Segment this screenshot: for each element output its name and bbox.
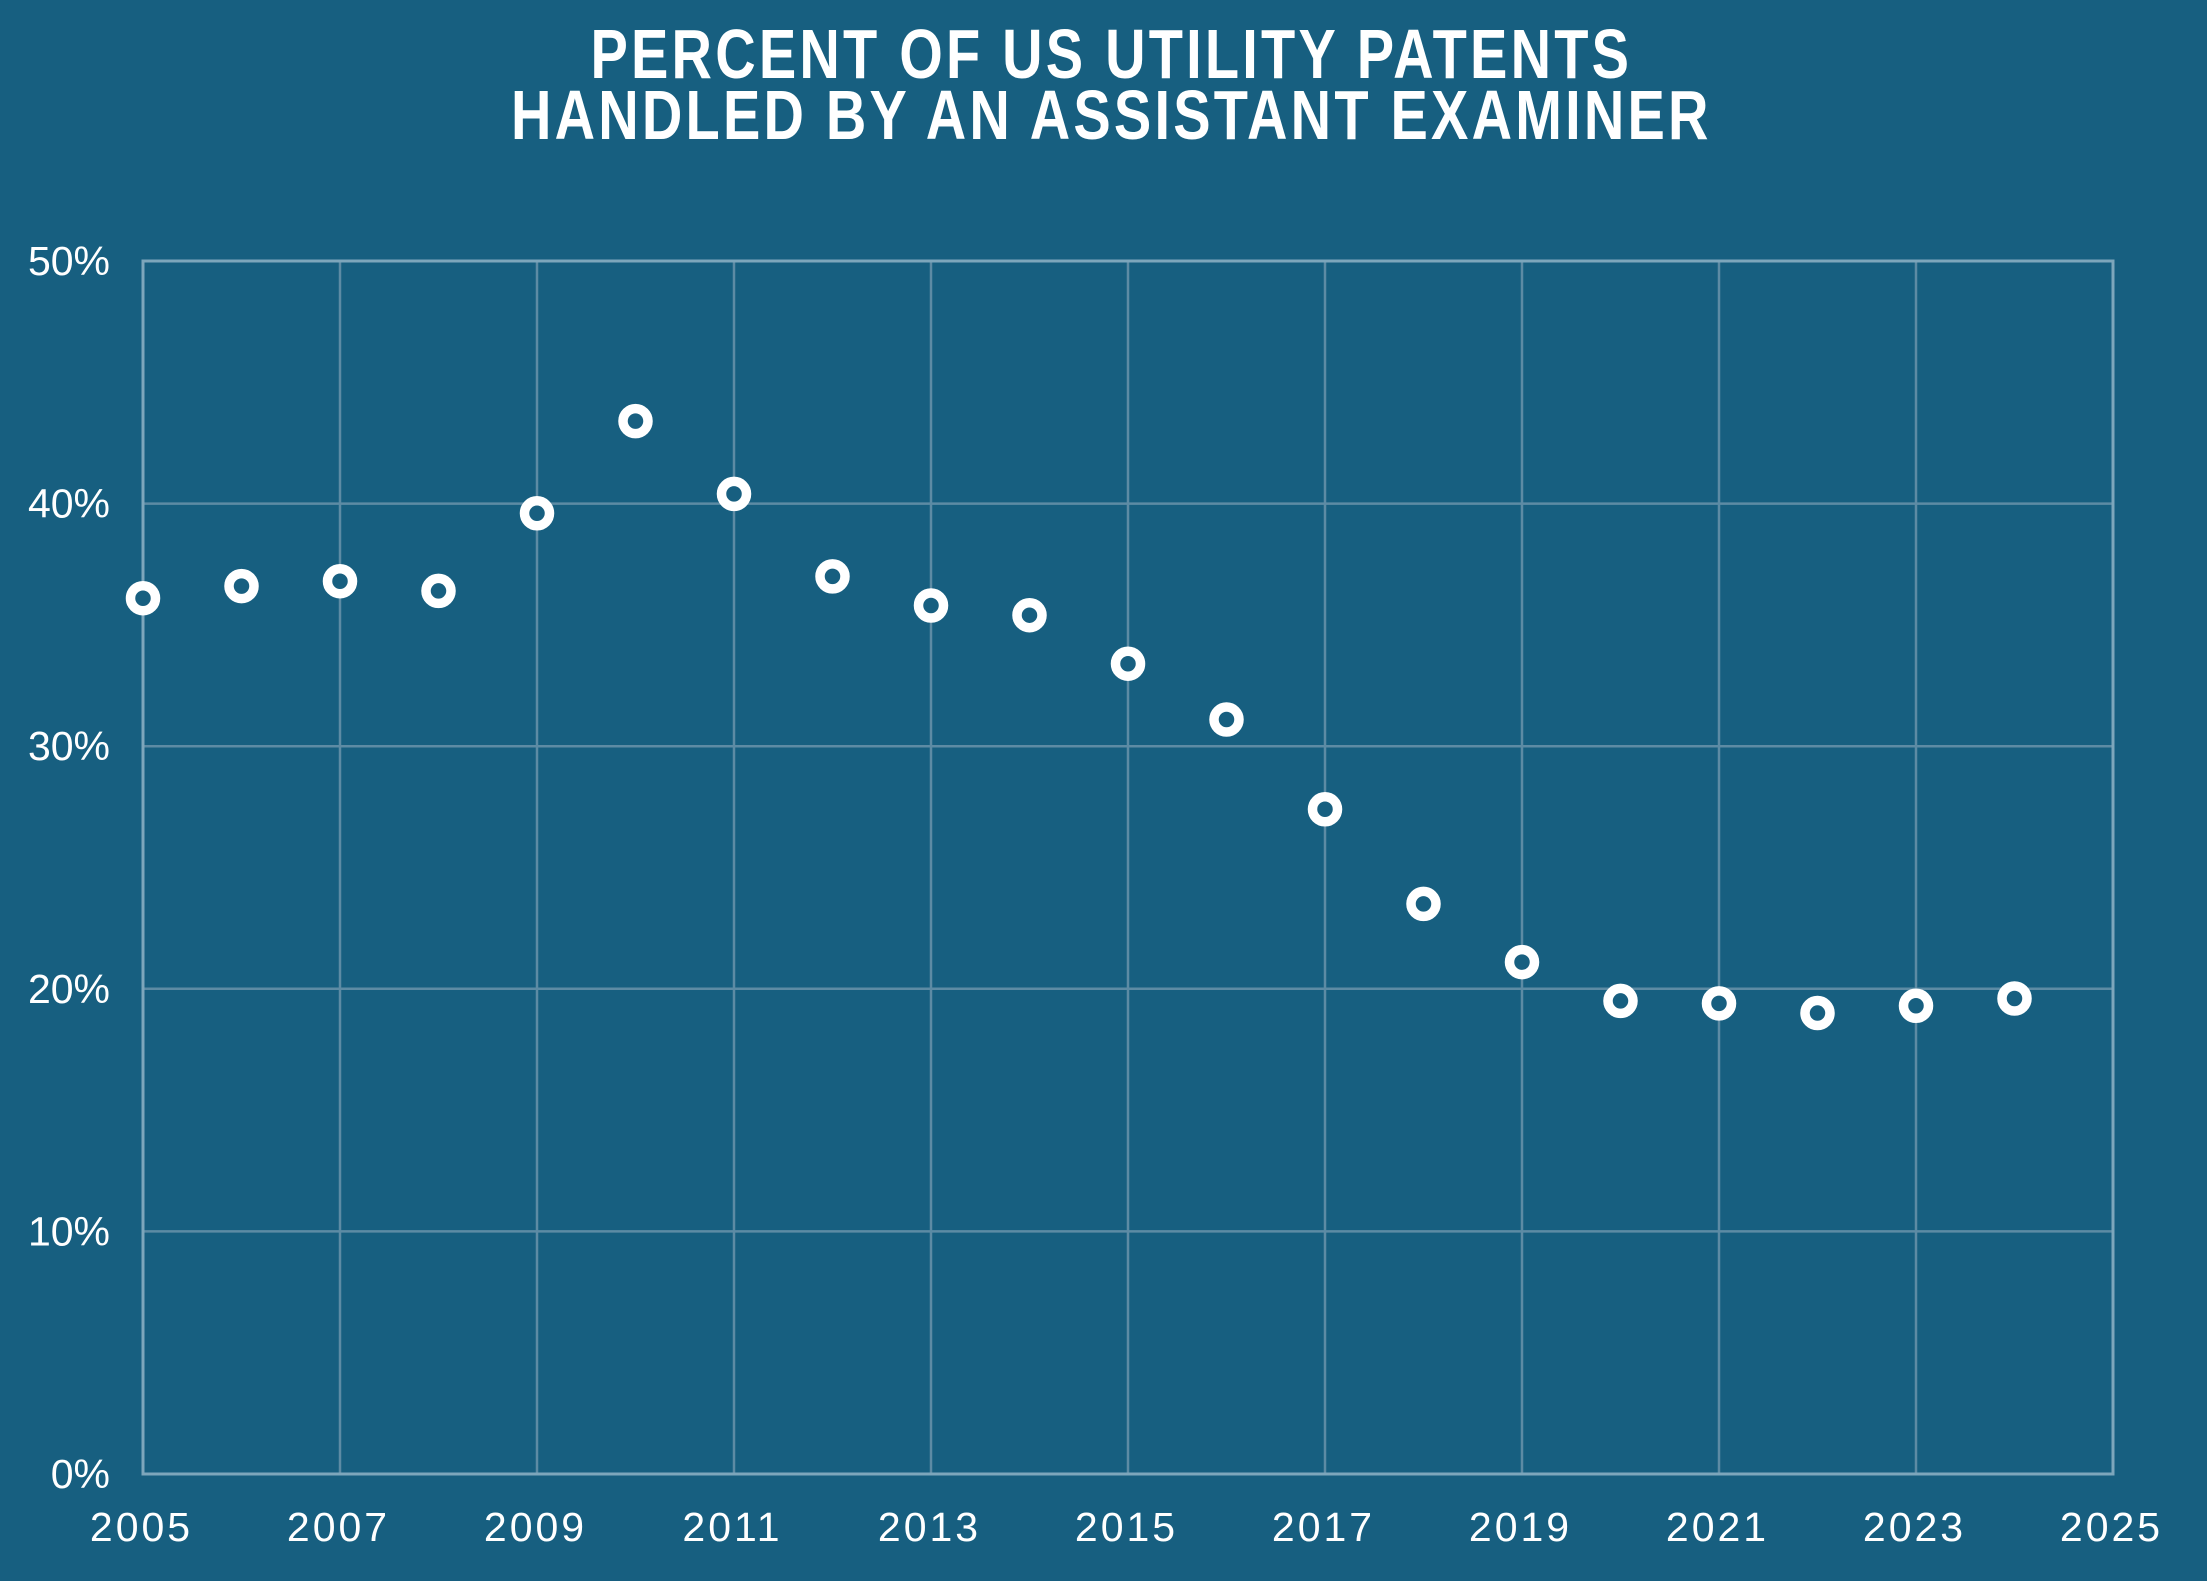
x-axis-tick-label: 2013 (878, 1504, 981, 1550)
data-point-2005 (125, 580, 161, 616)
y-axis-tick-label: 10% (28, 1208, 110, 1254)
data-point-2018 (1406, 886, 1441, 922)
chart-title: PERCENT OF US UTILITY PATENTS HANDLED BY… (223, 15, 1999, 154)
data-point-2019 (1504, 944, 1540, 980)
x-axis-tick-label: 2009 (484, 1504, 587, 1550)
data-point-2009 (519, 496, 555, 531)
y-axis-tick-label: 40% (28, 481, 110, 527)
data-point-2013 (913, 588, 949, 623)
y-axis-tick-label: 0% (51, 1451, 110, 1497)
data-point-2024 (1997, 981, 2032, 1016)
y-axis-tick-label: 30% (28, 723, 110, 769)
chart-title-line1: PERCENT OF US UTILITY PATENTS (590, 15, 1633, 93)
data-point-2012 (815, 559, 850, 594)
data-point-2020 (1603, 983, 1638, 1019)
data-point-2021 (1701, 986, 1737, 1021)
chart-title-line2: HANDLED BY AN ASSISTANT EXAMINER (510, 76, 1712, 154)
data-point-2017 (1307, 792, 1343, 827)
x-axis-tick-label: 2019 (1469, 1504, 1572, 1550)
data-point-2016 (1209, 702, 1244, 737)
x-axis-tick-label: 2015 (1075, 1504, 1178, 1550)
x-axis-tick-label: 2011 (682, 1504, 782, 1550)
x-axis-tick-label: 2017 (1272, 1504, 1375, 1550)
x-axis-tick-label: 2021 (1666, 1504, 1769, 1550)
data-point-2022 (1800, 995, 1835, 1031)
data-point-2015 (1110, 646, 1146, 681)
data-point-2023 (1898, 988, 1934, 1024)
y-axis-tick-label: 20% (28, 966, 110, 1012)
x-axis-tick-label: 2025 (2060, 1504, 2163, 1550)
plot-border (141, 259, 2115, 1476)
data-point-2006 (224, 568, 259, 604)
data-point-2014 (1012, 597, 1047, 633)
data-point-2008 (421, 573, 456, 609)
x-axis-tick-label: 2005 (90, 1504, 193, 1550)
data-point-2011 (716, 476, 752, 512)
data-point-2010 (618, 403, 653, 439)
y-axis-tick-label: 50% (28, 238, 110, 284)
data-point-2007 (322, 563, 358, 599)
x-axis-tick-label: 2023 (1863, 1504, 1966, 1550)
x-axis-tick-label: 2007 (287, 1504, 390, 1550)
